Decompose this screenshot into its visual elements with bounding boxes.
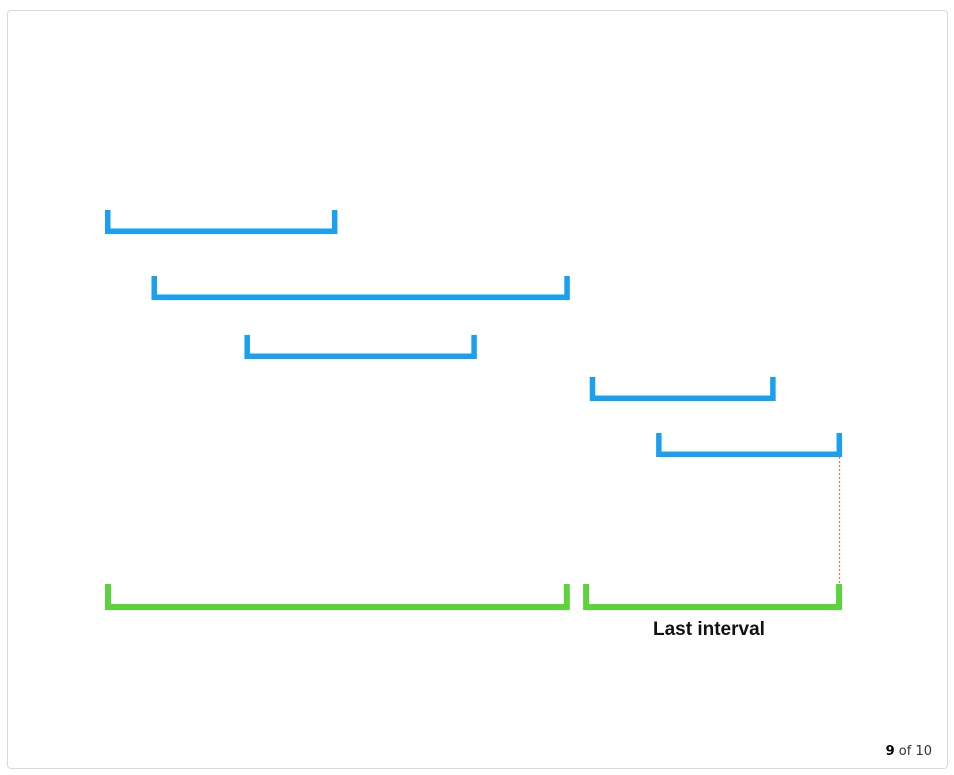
- pager-total: 10: [915, 744, 932, 759]
- input-intervals-group: [105, 210, 843, 457]
- slide-frame: [7, 10, 948, 769]
- pager-separator: of: [898, 744, 912, 759]
- input-interval-4: [589, 377, 776, 401]
- input-interval-1: [105, 210, 338, 234]
- merged-interval-1: [105, 584, 570, 610]
- input-interval-3: [244, 335, 477, 359]
- input-interval-2: [151, 276, 570, 300]
- merged-intervals-group: [105, 584, 843, 610]
- slide-pager: 9 of 10: [886, 744, 932, 759]
- last-interval-label: Last interval: [653, 619, 765, 640]
- pager-current: 9: [885, 744, 895, 759]
- input-interval-5: [656, 433, 843, 457]
- merged-interval-2: [583, 584, 843, 610]
